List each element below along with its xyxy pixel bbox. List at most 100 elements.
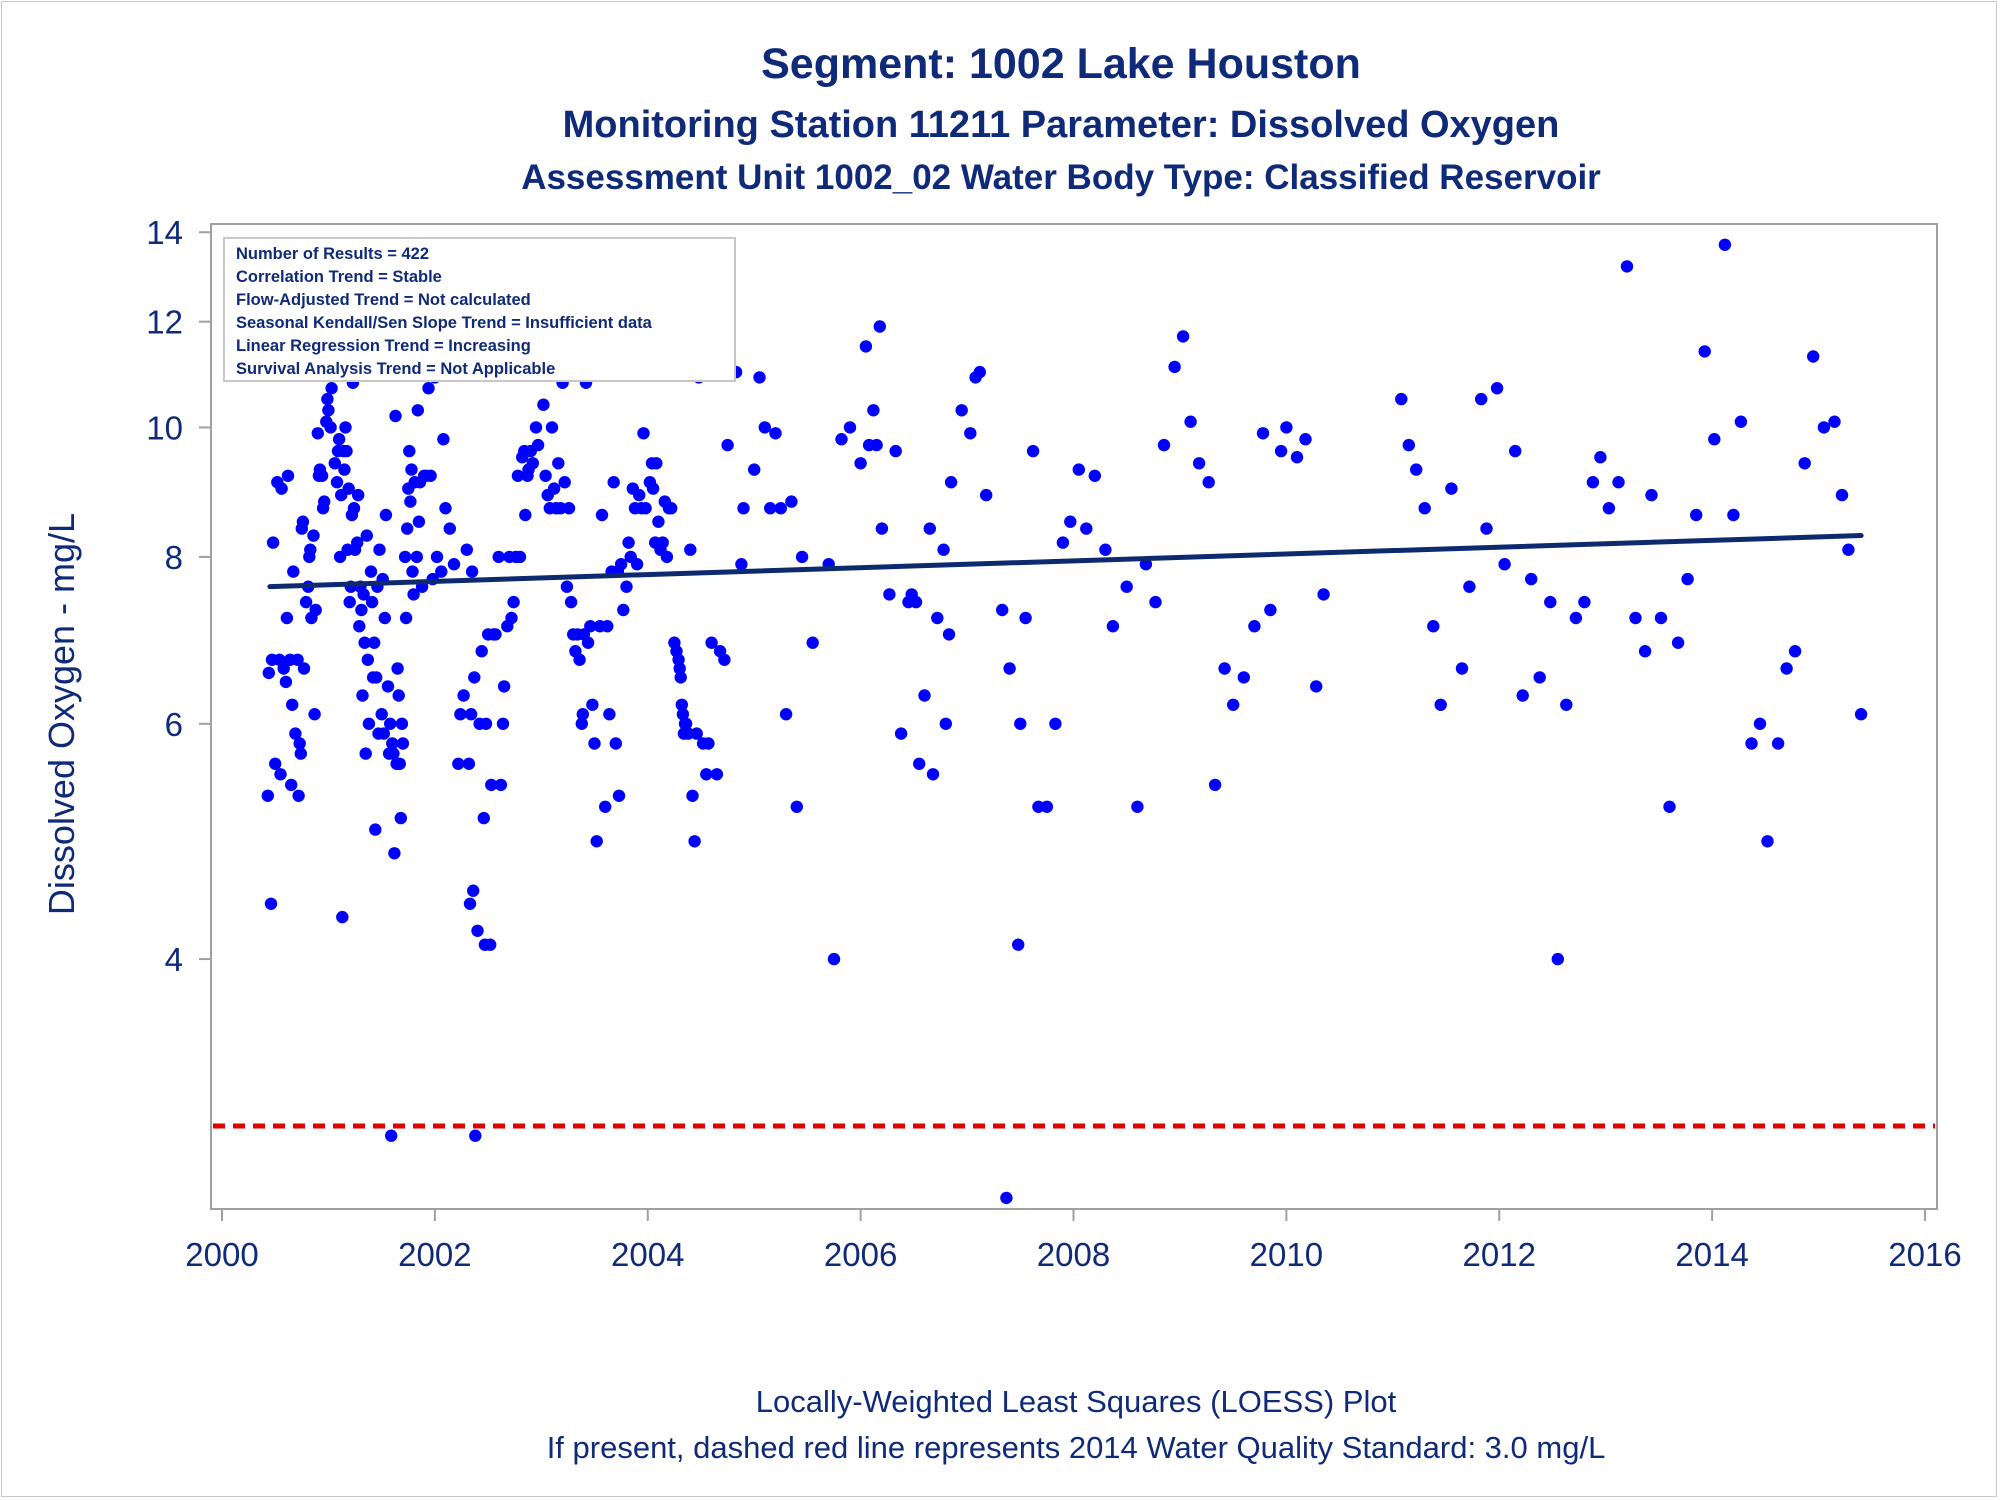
data-point: [1480, 522, 1493, 535]
data-point: [492, 550, 505, 564]
data-point: [1734, 415, 1748, 428]
data-point: [564, 595, 578, 609]
footnote-loess: Locally-Weighted Least Squares (LOESS) P…: [756, 1384, 1397, 1419]
data-point: [700, 768, 713, 781]
data-point: [539, 469, 552, 482]
stat-number-of-results: Number of Results = 422: [236, 245, 429, 263]
data-point: [469, 1129, 482, 1142]
data-point: [507, 595, 520, 609]
data-point: [452, 757, 465, 770]
data-point: [1227, 698, 1240, 711]
data-point: [347, 502, 361, 515]
data-point: [552, 457, 565, 470]
data-point: [926, 768, 940, 781]
data-point: [1299, 433, 1312, 446]
data-point: [479, 717, 493, 730]
data-point: [332, 433, 346, 446]
data-point: [1049, 717, 1062, 730]
data-point: [1248, 620, 1261, 633]
data-point: [1395, 392, 1408, 406]
data-point: [721, 438, 734, 452]
data-point: [1798, 457, 1811, 470]
data-point: [368, 636, 381, 649]
data-point: [358, 636, 371, 649]
data-point: [318, 495, 331, 508]
data-point: [748, 463, 761, 476]
data-point: [718, 653, 731, 666]
data-point: [980, 488, 993, 502]
data-point: [406, 565, 419, 578]
data-point: [705, 636, 718, 649]
data-point: [531, 438, 545, 452]
data-point: [1533, 671, 1546, 684]
data-point: [462, 757, 476, 770]
x-axis: 2000 2002 2004 2006 2008 2010 2012 2014 2016: [185, 1208, 1962, 1273]
loess-trend-line: [267, 533, 1864, 590]
data-point: [1168, 360, 1181, 374]
data-point: [1516, 689, 1529, 702]
data-point: [1000, 1191, 1013, 1205]
data-point: [633, 488, 646, 502]
chart-subtitle-station: Monitoring Station 11211 Parameter: Diss…: [563, 104, 1560, 146]
data-point: [338, 463, 351, 476]
y-tick-label: 10: [146, 409, 183, 446]
data-point: [637, 427, 650, 440]
data-point: [261, 789, 274, 802]
data-point: [1761, 835, 1774, 848]
data-point: [1208, 778, 1222, 792]
data-point: [758, 421, 771, 434]
data-point: [435, 565, 448, 578]
data-point: [511, 469, 525, 482]
data-point: [1594, 451, 1607, 464]
data-point: [595, 508, 609, 522]
data-point: [867, 404, 880, 417]
data-point: [1569, 611, 1583, 625]
data-point: [360, 529, 373, 542]
data-point: [496, 717, 510, 730]
data-point: [377, 727, 390, 740]
data-point: [484, 938, 497, 951]
data-point: [454, 708, 467, 721]
data-point: [391, 662, 404, 675]
data-point: [355, 603, 368, 617]
data-point: [575, 717, 588, 730]
data-point: [457, 689, 470, 702]
data-point: [471, 924, 484, 937]
data-point: [973, 365, 986, 379]
data-point: [562, 502, 576, 515]
data-point: [353, 620, 366, 633]
data-point: [513, 550, 527, 564]
data-point: [1560, 698, 1573, 711]
data-point: [769, 427, 782, 440]
data-point: [1708, 433, 1721, 446]
data-point: [601, 620, 614, 633]
data-point: [411, 404, 424, 417]
data-point: [795, 550, 809, 564]
data-point: [942, 628, 956, 641]
data-point: [1788, 645, 1802, 658]
x-tick-label: 2008: [1037, 1236, 1110, 1273]
data-point: [289, 727, 302, 740]
data-point: [684, 543, 697, 556]
data-point: [612, 789, 626, 802]
data-point: [609, 737, 622, 750]
data-point: [870, 438, 883, 452]
data-point: [1612, 476, 1625, 489]
data-point: [359, 747, 372, 760]
x-tick-label: 2010: [1250, 1236, 1323, 1273]
data-point: [1835, 488, 1849, 502]
data-point: [1817, 421, 1831, 434]
data-point: [1602, 502, 1616, 515]
data-point: [311, 427, 324, 440]
data-point: [385, 1129, 398, 1142]
data-point: [324, 421, 337, 434]
data-point: [351, 536, 364, 549]
data-point: [1072, 463, 1086, 476]
x-tick-label: 2016: [1888, 1236, 1961, 1273]
data-point: [489, 628, 502, 641]
data-point: [617, 603, 630, 617]
data-point: [403, 444, 416, 458]
data-point: [918, 689, 931, 702]
data-point: [293, 737, 306, 750]
data-point: [384, 717, 397, 730]
